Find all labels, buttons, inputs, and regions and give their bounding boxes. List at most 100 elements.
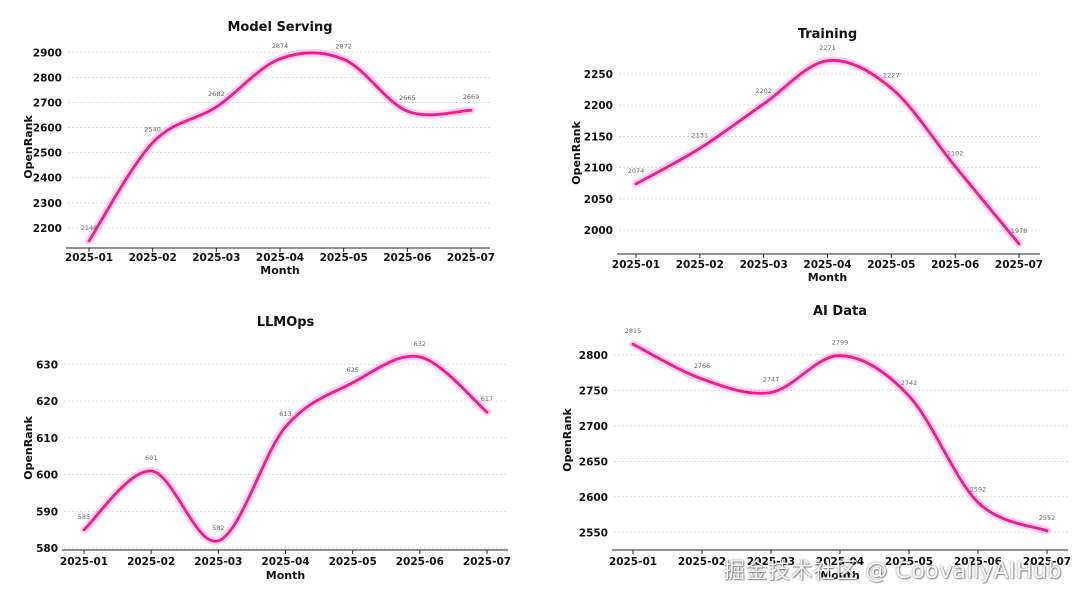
chart-title: LLMOps (257, 315, 315, 330)
data-label: 2665 (399, 94, 416, 102)
x-tick-label: 2025-07 (447, 252, 495, 264)
data-label: 632 (414, 340, 426, 348)
y-tick-label: 2250 (584, 69, 613, 81)
data-label: 2799 (832, 339, 849, 347)
data-label: 2074 (628, 167, 645, 175)
data-label: 601 (145, 454, 157, 462)
x-axis-label: Month (808, 271, 847, 284)
data-point (700, 377, 704, 381)
y-tick-label: 610 (36, 433, 58, 445)
x-tick-label: 2025-03 (740, 259, 788, 271)
data-point (976, 501, 980, 504)
data-point (469, 109, 473, 112)
y-tick-label: 630 (36, 359, 58, 371)
y-tick-label: 2650 (579, 456, 608, 468)
data-point (698, 147, 702, 150)
data-point (418, 355, 422, 359)
y-tick-label: 2300 (33, 198, 62, 210)
data-label: 2742 (901, 379, 918, 387)
chart-panel-4: 2550 2600 2650 2700 2750 2800 2025-01 2025-02 20… (561, 304, 1071, 582)
y-tick-label: 2800 (33, 72, 62, 84)
y-axis-label: OpenRank (22, 416, 35, 480)
y-tick-label: 590 (36, 506, 58, 518)
data-label: 2227 (883, 71, 900, 79)
y-tick-label: 2200 (33, 223, 62, 235)
y-axis-label: OpenRank (570, 121, 583, 185)
data-point (838, 354, 842, 357)
data-point (406, 110, 409, 113)
data-label: 2669 (463, 93, 480, 101)
x-tick-label: 2025-02 (127, 556, 175, 568)
data-label: 2682 (208, 90, 225, 98)
data-label: 2552 (1039, 514, 1056, 522)
x-axis-label: Month (266, 569, 305, 582)
data-point (953, 165, 957, 168)
x-tick-label: 2025-01 (60, 556, 108, 568)
y-tick-label: 2500 (33, 148, 62, 160)
x-tick-label: 2025-03 (747, 556, 795, 568)
x-tick-label: 2025-02 (129, 252, 177, 264)
series-line-glow (85, 48, 475, 245)
x-tick-label: 2025-05 (329, 556, 377, 568)
y-tick-label: 2700 (33, 97, 62, 109)
data-point (151, 141, 154, 144)
data-point (278, 57, 282, 60)
data-point (1045, 529, 1049, 533)
y-tick-label: 2400 (33, 173, 62, 185)
data-point (82, 528, 86, 531)
y-axis-label: OpenRank (22, 115, 35, 179)
data-point (485, 410, 489, 414)
data-point (907, 394, 911, 398)
data-label: 582 (212, 524, 224, 532)
data-point (87, 239, 91, 243)
data-point (890, 87, 893, 90)
data-point (826, 59, 829, 62)
x-tick-label: 2025-01 (612, 259, 660, 271)
data-point (284, 425, 287, 429)
x-tick-label: 2025-03 (194, 556, 242, 568)
y-tick-label: 580 (36, 543, 58, 555)
data-point (217, 539, 220, 543)
y-tick-label: 2600 (33, 123, 62, 135)
data-label: 2148 (81, 224, 98, 232)
x-tick-label: 2025-05 (885, 556, 933, 568)
chart-panel-1: 2200 2300 2400 2500 2600 2700 2800 2900 2025-01 2… (22, 20, 495, 277)
data-label: 1978 (1011, 227, 1028, 235)
y-tick-label: 2800 (579, 350, 608, 362)
chart-panel-2: 2000 2050 2100 2150 2200 2250 2025-01 2025-02 20… (570, 27, 1043, 284)
data-label: 2872 (335, 42, 352, 50)
x-tick-label: 2025-02 (676, 259, 724, 271)
data-label: 2815 (625, 327, 642, 335)
series-line (82, 354, 489, 543)
y-tick-label: 2900 (33, 47, 62, 59)
data-label: 2874 (272, 42, 289, 50)
x-tick-label: 2025-07 (463, 556, 511, 568)
y-axis-label: OpenRank (561, 408, 574, 472)
data-label: 585 (78, 513, 90, 521)
data-point (769, 391, 773, 394)
y-tick-label: 600 (36, 470, 58, 482)
y-tick-label: 2750 (579, 385, 608, 397)
data-point (149, 469, 153, 473)
data-label: 2540 (144, 126, 161, 134)
x-tick-label: 2025-04 (261, 556, 309, 568)
y-tick-label: 2050 (584, 194, 613, 206)
x-tick-label: 2025-04 (816, 556, 864, 568)
data-label: 2131 (692, 131, 709, 139)
data-point (342, 58, 345, 61)
x-tick-label: 2025-03 (192, 252, 240, 264)
data-label: 2747 (763, 375, 780, 383)
chart-title: Model Serving (227, 20, 332, 35)
x-tick-label: 2025-06 (954, 556, 1002, 568)
y-tick-label: 2550 (579, 527, 608, 539)
data-label: 625 (346, 366, 358, 374)
y-tick-label: 2200 (584, 100, 613, 112)
y-tick-label: 2600 (579, 492, 608, 504)
x-tick-label: 2025-01 (609, 556, 657, 568)
x-tick-label: 2025-07 (1023, 556, 1071, 568)
chart-title: AI Data (813, 304, 867, 319)
y-tick-label: 2700 (579, 421, 608, 433)
data-label: 613 (279, 410, 291, 418)
data-label: 2202 (755, 87, 772, 95)
